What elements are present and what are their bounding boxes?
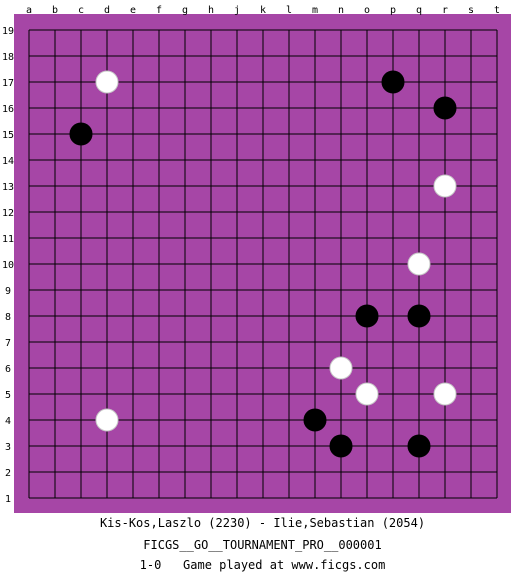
white-stone bbox=[433, 174, 457, 198]
column-label: a bbox=[26, 5, 32, 16]
row-label: 14 bbox=[2, 156, 14, 167]
players-caption: Kis-Kos,Laszlo (2230) - Ilie,Sebastian (… bbox=[99, 516, 426, 530]
row-label: 5 bbox=[5, 390, 11, 401]
column-label: n bbox=[338, 5, 344, 16]
white-stone bbox=[95, 70, 119, 94]
black-stone bbox=[355, 304, 379, 328]
column-label: r bbox=[442, 5, 448, 16]
event-caption: FICGS__GO__TOURNAMENT_PRO__000001 bbox=[143, 538, 382, 552]
row-label: 4 bbox=[5, 416, 11, 427]
column-label: k bbox=[260, 5, 266, 16]
row-label: 12 bbox=[2, 208, 14, 219]
column-label: o bbox=[364, 5, 370, 16]
row-label: 6 bbox=[5, 364, 11, 375]
black-stone bbox=[433, 96, 457, 120]
row-label: 3 bbox=[5, 442, 11, 453]
white-stone bbox=[407, 252, 431, 276]
result-text: 1-0 bbox=[139, 558, 162, 572]
column-label: s bbox=[468, 5, 474, 16]
white-stone bbox=[95, 408, 119, 432]
column-label: h bbox=[208, 5, 214, 16]
column-label: f bbox=[156, 5, 162, 16]
row-label: 16 bbox=[2, 104, 14, 115]
black-stone bbox=[407, 434, 431, 458]
row-label: 10 bbox=[2, 260, 14, 271]
site-text: Game played at www.ficgs.com bbox=[183, 558, 386, 572]
column-label: g bbox=[182, 5, 188, 16]
column-label: b bbox=[52, 5, 58, 16]
row-label: 11 bbox=[2, 234, 14, 245]
row-label: 7 bbox=[5, 338, 11, 349]
row-label: 2 bbox=[5, 468, 11, 479]
column-label: j bbox=[234, 5, 240, 16]
row-label: 15 bbox=[2, 130, 14, 141]
column-label: t bbox=[494, 5, 500, 16]
white-stone bbox=[433, 382, 457, 406]
column-label: l bbox=[286, 5, 292, 16]
row-label: 8 bbox=[5, 312, 11, 323]
stones bbox=[69, 70, 457, 458]
column-label: c bbox=[78, 5, 84, 16]
row-label: 9 bbox=[5, 286, 11, 297]
row-label: 17 bbox=[2, 78, 14, 89]
black-stone bbox=[303, 408, 327, 432]
column-label: q bbox=[416, 5, 422, 16]
white-stone bbox=[355, 382, 379, 406]
white-stone bbox=[329, 356, 353, 380]
column-label: d bbox=[104, 5, 110, 16]
black-stone bbox=[69, 122, 93, 146]
row-label: 19 bbox=[2, 26, 14, 37]
black-stone bbox=[329, 434, 353, 458]
column-label: e bbox=[130, 5, 136, 16]
footer-caption: 1-0 Game played at www.ficgs.com bbox=[0, 558, 525, 572]
row-label: 18 bbox=[2, 52, 14, 63]
black-stone bbox=[381, 70, 405, 94]
row-label: 13 bbox=[2, 182, 14, 193]
black-stone bbox=[407, 304, 431, 328]
column-label: m bbox=[312, 5, 318, 16]
column-label: p bbox=[390, 5, 396, 16]
row-label: 1 bbox=[5, 494, 11, 505]
